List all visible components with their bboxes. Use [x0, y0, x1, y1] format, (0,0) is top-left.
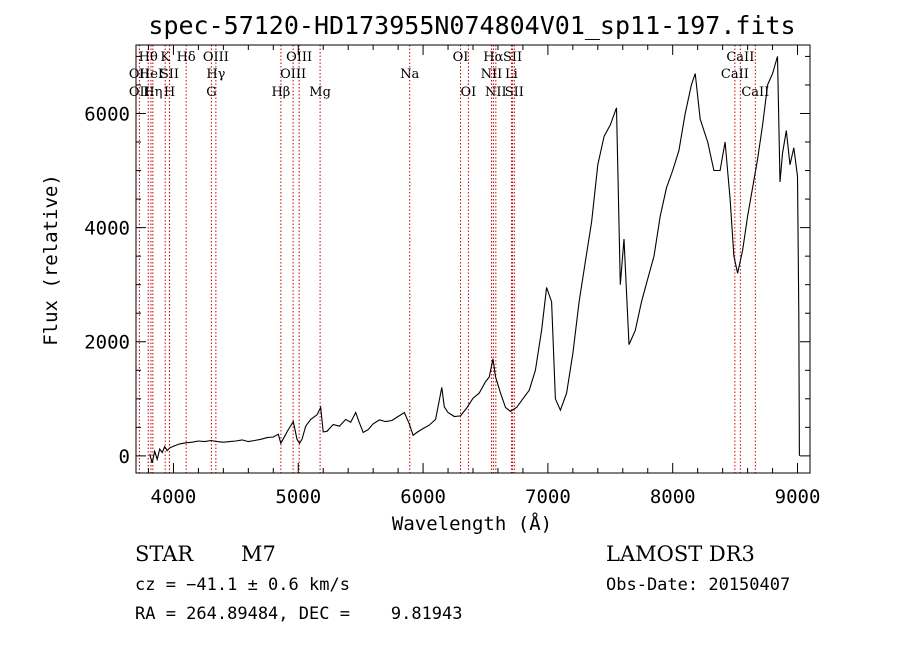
line-marker-label: SII — [503, 50, 522, 65]
axis-ticks — [136, 45, 810, 473]
obs-date: Obs-Date: 20150407 — [606, 575, 790, 595]
line-marker-label: Hθ — [139, 50, 158, 65]
survey-name: LAMOST DR3 — [606, 542, 755, 566]
y-tick-label: 2000 — [84, 332, 130, 354]
line-marker-label: HeI — [139, 67, 163, 82]
line-marker-label: OI — [453, 50, 469, 65]
coordinates-line: RA = 264.89484, DEC = 9.81943 — [135, 604, 463, 624]
redshift-line: cz = −41.1 ± 0.6 km/s — [135, 575, 350, 595]
line-marker-label: CaII — [726, 50, 754, 65]
line-marker-label: Na — [400, 67, 419, 82]
line-marker-label: K — [160, 50, 170, 65]
line-marker-label: G — [206, 85, 216, 100]
line-marker-label: Hδ — [177, 50, 196, 65]
line-marker-label: H — [164, 85, 175, 100]
x-tick-label: 8000 — [650, 486, 696, 508]
line-marker-label: Hβ — [271, 85, 290, 100]
spectrum-line — [149, 56, 800, 463]
line-marker-label: OIII — [286, 50, 312, 65]
line-marker-label: OIII — [203, 50, 229, 65]
line-marker-label: OIII — [280, 67, 306, 82]
y-tick-label: 4000 — [84, 218, 130, 240]
line-marker-label: Hη — [143, 85, 162, 100]
line-marker-label: OII — [129, 67, 150, 82]
object-type: STAR — [135, 542, 194, 566]
x-axis-label: Wavelength (Å) — [392, 512, 552, 535]
line-marker-label: OII — [129, 85, 150, 100]
line-marker-label: CaII — [721, 67, 749, 82]
x-tick-label: 6000 — [400, 486, 446, 508]
line-marker-label: Hα — [483, 50, 503, 65]
y-tick-label: 6000 — [84, 103, 130, 125]
line-marker-label: NII — [481, 67, 503, 82]
line-marker-label: CaII — [741, 85, 769, 100]
line-marker-label: SII — [160, 67, 179, 82]
x-tick-label: 7000 — [525, 486, 571, 508]
line-markers — [138, 45, 756, 473]
axis-tick-labels: 4000 5000 6000 7000 8000 9000 0 2000 4000 6000 — [84, 103, 820, 508]
x-tick-label: 9000 — [775, 486, 821, 508]
line-marker-label: Li — [505, 67, 518, 82]
x-tick-label: 4000 — [151, 486, 197, 508]
object-subclass: M7 — [241, 542, 276, 566]
y-axis-label: Flux (relative) — [40, 174, 62, 346]
y-tick-label: 0 — [119, 446, 130, 468]
line-marker-label: SII — [505, 85, 524, 100]
line-marker-label: Mg — [309, 85, 331, 100]
line-marker-label: Hγ — [206, 67, 225, 82]
x-tick-label: 5000 — [275, 486, 321, 508]
line-marker-label: NII — [485, 85, 507, 100]
chart-title: spec-57120-HD173955N074804V01_sp11-197.f… — [148, 11, 795, 40]
line-marker-label: OI — [460, 85, 476, 100]
